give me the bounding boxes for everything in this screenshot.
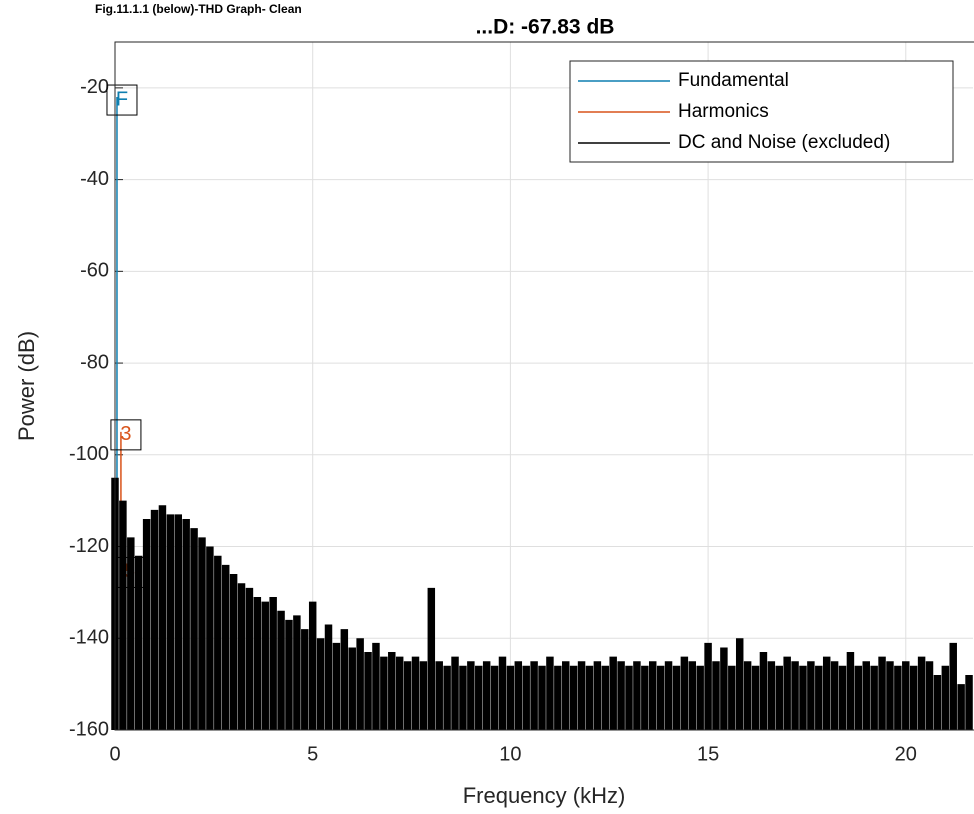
axes-box [114,41,974,731]
x-tick-label: 20 [895,743,917,765]
legend-label: Fundamental [678,70,789,91]
y-tick-label: -20 [80,76,109,98]
y-tick-label: -80 [80,351,109,373]
y-tick-label: -160 [69,718,109,740]
x-tick-label: 15 [697,743,719,765]
y-tick-label: -120 [69,535,109,557]
x-tick-label: 0 [109,743,120,765]
x-tick-label: 5 [307,743,318,765]
x-axis-label: Frequency (kHz) [463,783,626,808]
caption: Fig.11.1.1 (below)-THD Graph- Clean [95,2,302,16]
chart-title: ...D: -67.83 dB [476,16,615,39]
legend-label: Harmonics [678,101,769,122]
stem-label: 3 [120,423,131,445]
y-tick-label: -100 [69,443,109,465]
y-tick-label: -40 [80,168,109,190]
label-box [106,84,138,116]
y-tick-label: -140 [69,627,109,649]
x-tick-label: 10 [499,743,521,765]
label-box [110,419,142,451]
y-tick-label: -60 [80,260,109,282]
y-axis-label: Power (dB) [14,331,39,441]
stem-label: F [116,88,128,110]
legend-label: DC and Noise (excluded) [678,132,890,153]
